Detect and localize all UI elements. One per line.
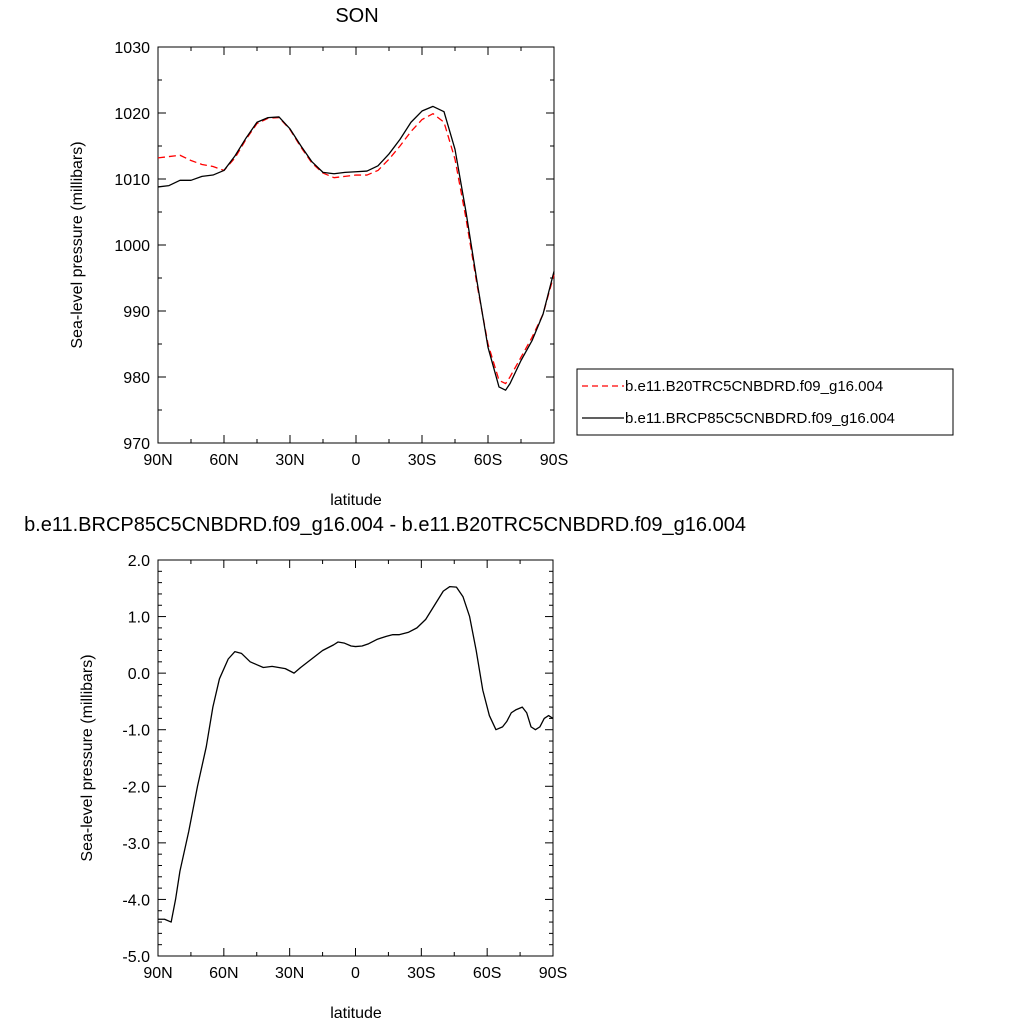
x-tick-label: 30N (275, 452, 304, 469)
x-tick-label: 0 (352, 452, 361, 469)
x-tick-label: 0 (351, 965, 360, 982)
y-tick-label: 2.0 (128, 553, 150, 570)
y-tick-label: 0.0 (128, 666, 150, 683)
legend-label-historical: b.e11.B20TRC5CNBDRD.f09_g16.004 (625, 378, 883, 395)
bottom-panel: b.e11.BRCP85C5CNBDRD.f09_g16.004 - b.e11… (24, 514, 746, 1022)
x-tick-label: 60S (474, 452, 502, 469)
top-x-axis-label: latitude (330, 492, 382, 509)
x-tick-label: 90N (143, 452, 172, 469)
top-y-tick-labels: 970 980 990 1000 1010 1020 1030 (114, 40, 150, 453)
y-tick-label: 1010 (114, 172, 150, 189)
y-tick-label: 990 (123, 304, 150, 321)
legend: b.e11.B20TRC5CNBDRD.f09_g16.004 b.e11.BR… (576, 368, 954, 436)
x-tick-label: 90S (539, 965, 567, 982)
y-tick-label: -5.0 (122, 949, 150, 966)
y-tick-label: 970 (123, 436, 150, 453)
series-line-1 (157, 113, 555, 385)
y-tick-label: -1.0 (122, 723, 150, 740)
x-tick-label: 60S (473, 965, 501, 982)
top-axis-ticks (157, 46, 555, 444)
y-tick-label: 980 (123, 370, 150, 387)
bottom-axis-ticks (157, 559, 554, 957)
x-tick-label: 30S (408, 452, 436, 469)
series-line-1 (158, 585, 554, 923)
x-tick-label: 90S (540, 452, 568, 469)
top-y-axis-label: Sea-level pressure (millibars) (69, 141, 86, 348)
y-tick-label: 1000 (114, 238, 150, 255)
y-tick-label: 1.0 (128, 610, 150, 627)
y-tick-label: -2.0 (122, 779, 150, 796)
x-tick-label: 30N (275, 965, 304, 982)
x-tick-label: 60N (209, 452, 238, 469)
bottom-plot-frame (157, 559, 554, 957)
top-chart-title: SON (335, 5, 378, 27)
x-tick-label: 60N (209, 965, 238, 982)
y-tick-label: 1030 (114, 40, 150, 57)
x-tick-label: 30S (407, 965, 435, 982)
bottom-chart-title: b.e11.BRCP85C5CNBDRD.f09_g16.004 - b.e11… (24, 514, 746, 536)
bottom-y-axis-label: Sea-level pressure (millibars) (79, 654, 96, 861)
y-tick-label: 1020 (114, 106, 150, 123)
y-tick-label: -4.0 (122, 892, 150, 909)
y-tick-label: -3.0 (122, 836, 150, 853)
bottom-series-group (158, 585, 554, 923)
bottom-x-tick-labels: 90N 60N 30N 0 30S 60S 90S (143, 965, 567, 982)
bottom-y-tick-labels: -5.0 -4.0 -3.0 -2.0 -1.0 0.0 1.0 2.0 (122, 553, 150, 966)
series-line-2 (157, 105, 555, 391)
top-x-tick-labels: 90N 60N 30N 0 30S 60S 90S (143, 452, 568, 469)
top-panel: SON 90N 60N 30N 0 30S 60S 90S 970 980 990 1000 101… (69, 5, 954, 509)
bottom-x-axis-label: latitude (330, 1005, 382, 1022)
x-tick-label: 90N (143, 965, 172, 982)
legend-label-rcp85: b.e11.BRCP85C5CNBDRD.f09_g16.004 (625, 410, 895, 427)
top-plot-frame (157, 46, 555, 444)
legend-box (576, 368, 954, 436)
top-series-group (157, 105, 555, 391)
